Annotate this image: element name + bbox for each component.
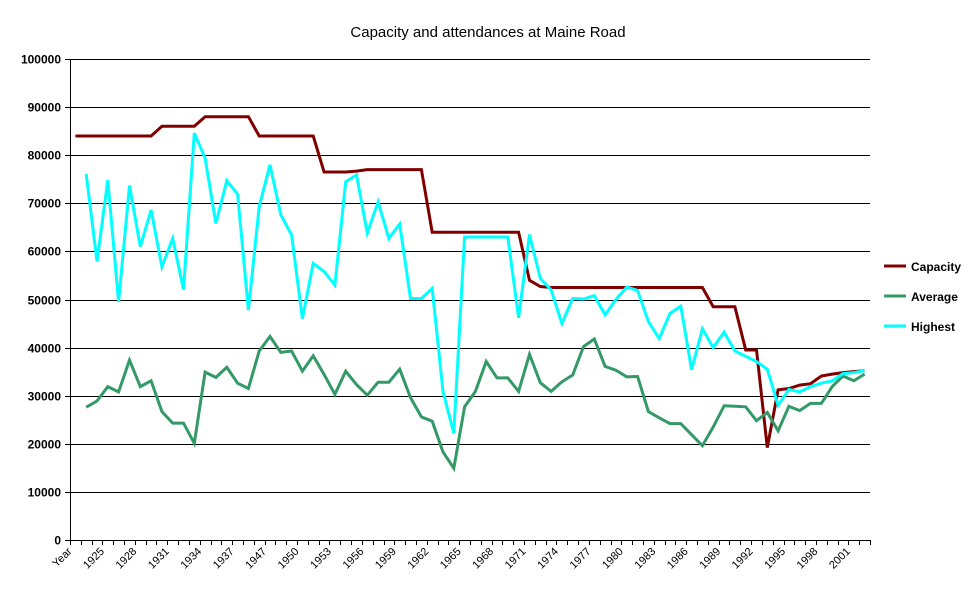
x-tick-label: 1953 xyxy=(308,546,334,572)
y-tick-label: 80000 xyxy=(28,149,62,163)
x-tick-label: 1986 xyxy=(665,546,691,572)
x-tick-label: 1995 xyxy=(762,546,788,572)
x-tick-label: 1980 xyxy=(600,546,626,572)
x-tick-label: 1992 xyxy=(730,546,756,572)
legend-label-average: Average xyxy=(911,290,958,304)
x-tick-label: 1962 xyxy=(405,546,431,572)
x-tick-label: 1947 xyxy=(243,546,269,572)
x-tick-label: Year xyxy=(50,545,74,569)
x-tick-label: 1959 xyxy=(373,546,399,572)
series-line-highest xyxy=(84,132,865,434)
x-tick-label: 1956 xyxy=(341,546,367,572)
y-tick-label: 0 xyxy=(54,534,61,548)
x-tick-label: 1931 xyxy=(146,546,172,572)
x-tick-label: 2001 xyxy=(827,546,853,572)
y-tick-label: 20000 xyxy=(28,438,62,452)
gridlines xyxy=(70,59,870,493)
x-tick-label: 1950 xyxy=(276,546,302,572)
x-tick-label: 1989 xyxy=(697,546,723,572)
chart-title: Capacity and attendances at Maine Road xyxy=(350,24,625,41)
y-tick-label: 90000 xyxy=(28,101,62,115)
x-tick-label: 1974 xyxy=(535,546,561,572)
y-tick-label: 70000 xyxy=(28,197,62,211)
x-tick-label: 1965 xyxy=(438,546,464,572)
legend: Capacity Average Highest xyxy=(884,260,961,334)
x-tick-label: 1998 xyxy=(795,546,821,572)
series-lines xyxy=(75,115,866,473)
x-tick-label: 1937 xyxy=(211,546,237,572)
y-tick-label: 30000 xyxy=(28,390,62,404)
y-tick-label: 60000 xyxy=(28,245,62,259)
y-tick-label: 10000 xyxy=(28,486,62,500)
series-line-average xyxy=(85,333,866,473)
y-tick-label: 40000 xyxy=(28,342,62,356)
x-tick-label: 1925 xyxy=(81,546,107,572)
x-tick-label: 1977 xyxy=(568,546,594,572)
y-axis: 0 10000 20000 30000 40000 50000 60000 70000 8000… xyxy=(21,53,71,548)
x-tick-label: 1968 xyxy=(470,546,496,572)
x-tick-label: 1934 xyxy=(178,546,204,572)
x-axis: Year 1925 1928 1931 1934 1937 1947 1950 1953 1956… xyxy=(50,540,871,572)
y-tick-label: 50000 xyxy=(28,294,62,308)
series-line-capacity xyxy=(75,115,865,448)
legend-label-highest: Highest xyxy=(911,320,955,334)
x-tick-label: 1983 xyxy=(633,546,659,572)
y-tick-label: 100000 xyxy=(21,53,61,67)
x-tick-label: 1928 xyxy=(114,546,140,572)
x-tick-label: 1971 xyxy=(503,546,529,572)
legend-label-capacity: Capacity xyxy=(911,260,961,274)
